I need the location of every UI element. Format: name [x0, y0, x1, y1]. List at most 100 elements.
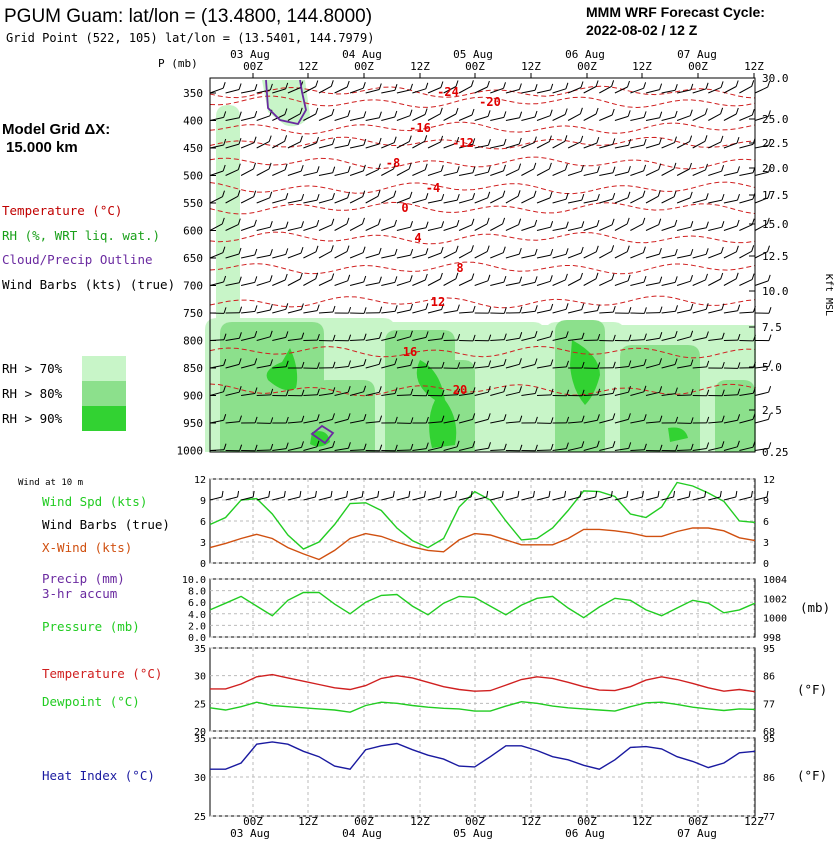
top-hour-label: 12Z: [521, 60, 541, 73]
bottom-date-label: 06 Aug: [565, 827, 605, 840]
grid-point-label: Grid Point (522, 105) lat/lon = (13.5401…: [6, 31, 374, 45]
temperature-contour-label: 16: [403, 345, 417, 359]
y-tick-label: 25: [194, 699, 206, 710]
top-hour-label: 12Z: [632, 60, 652, 73]
y2-tick-label: 95: [763, 644, 775, 655]
bottom-hour-label: 12Z: [521, 815, 541, 828]
y-tick-label: 12: [194, 475, 206, 486]
legend-temperature: Temperature (°C): [2, 203, 122, 218]
temperature-contour-label: -16: [409, 121, 431, 135]
y2-tick-label: 77: [763, 812, 775, 823]
barb-staff: [677, 395, 691, 396]
y-tick-label: 9: [200, 496, 206, 507]
legend-surface-barbs: Wind Barbs (true): [42, 517, 170, 532]
y-tick-label: 2.0: [188, 621, 206, 632]
barb-staff: [397, 450, 411, 451]
pressure-tick-label: 700: [183, 280, 203, 293]
pressure-tick-label: 450: [183, 142, 203, 155]
rh-scale-90-swatch: [82, 406, 126, 431]
temperature-contour-label: 4: [414, 231, 421, 245]
height-tick-label: 12.5: [762, 250, 789, 263]
legend-wind-barbs: Wind Barbs (kts) (true): [2, 277, 175, 292]
model-grid-value: 15.000 km: [6, 139, 78, 156]
y-tick-label: 6.0: [188, 598, 206, 609]
legend-temperature-sfc: Temperature (°C): [42, 666, 162, 681]
barb-staff: [584, 395, 598, 396]
temperature-contour-label: 12: [431, 295, 445, 309]
legend-wind-speed: Wind Spd (kts): [42, 494, 147, 509]
height-tick-label: 10.0: [762, 285, 789, 298]
y-tick-label: 0: [200, 559, 206, 570]
barb-staff: [755, 87, 768, 93]
legend-heat-index: Heat Index (°C): [42, 768, 155, 783]
top-hour-label: 12Z: [298, 60, 318, 73]
pressure-unit-label: (mb): [800, 600, 830, 615]
top-hour-label: 12Z: [744, 60, 764, 73]
barb-staff: [397, 395, 411, 396]
height-tick-label: 0.25: [762, 446, 789, 459]
wind-panel-label: Wind at 10 m: [18, 478, 83, 488]
barb-staff: [490, 450, 504, 451]
bottom-hour-label: 12Z: [410, 815, 430, 828]
rh-region: [715, 380, 755, 452]
y-tick-label: 30: [194, 773, 206, 784]
y2-tick-label: 86: [763, 773, 775, 784]
barb-staff: [755, 419, 769, 423]
page-title: PGUM Guam: lat/lon = (13.4800, 144.8000): [4, 6, 372, 27]
height-tick-label: 17.5: [762, 189, 789, 202]
y2-tick-label: 6: [763, 517, 769, 528]
y2-tick-label: 95: [763, 734, 775, 745]
temperature-contour-label: -4: [426, 181, 440, 195]
legend-cloud-precip: Cloud/Precip Outline: [2, 252, 153, 267]
top-date-label: 04 Aug: [342, 48, 382, 61]
cross-section-panel: P (mb) 350400450500550600650700750800850…: [158, 57, 834, 459]
bottom-date-label: 03 Aug: [230, 827, 270, 840]
y-tick-label: 30: [194, 672, 206, 683]
bottom-date-label: 05 Aug: [453, 827, 493, 840]
rh-scale-70-label: RH > 70%: [2, 361, 63, 376]
top-date-label: 07 Aug: [677, 48, 717, 61]
pressure-tick-label: 550: [183, 197, 203, 210]
bottom-hour-label: 12Z: [744, 815, 764, 828]
height-tick-label: 2.5: [762, 404, 782, 417]
bottom-date-label: 07 Aug: [677, 827, 717, 840]
pressure-tick-label: 600: [183, 225, 203, 238]
temperature-contour-label: 8: [456, 261, 463, 275]
top-hour-label: 00Z: [465, 60, 485, 73]
legend-precip-accum: 3-hr accum: [42, 586, 117, 601]
barb-staff: [303, 395, 317, 396]
temperature-contour-label: -24: [437, 85, 459, 99]
barb-flag: [769, 335, 771, 341]
y2-tick-label: 86: [763, 672, 775, 683]
y-tick-label: 3: [200, 538, 206, 549]
pressure-tick-label: 500: [183, 170, 203, 183]
barb-staff: [630, 450, 644, 451]
bottom-hour-label: 12Z: [298, 815, 318, 828]
top-hour-label: 12Z: [410, 60, 430, 73]
pressure-tick-label: 350: [183, 87, 203, 100]
barb-staff: [537, 450, 551, 451]
barb-staff: [677, 450, 691, 451]
wind-barb: [755, 307, 771, 313]
height-axis-label: Kft MSL: [823, 274, 834, 316]
top-hour-label: 00Z: [577, 60, 597, 73]
height-tick-label: 20.0: [762, 162, 789, 175]
barb-staff: [537, 395, 551, 396]
barb-staff: [257, 395, 271, 396]
temperature-contour-label: -12: [452, 136, 474, 150]
legend-x-wind: X-Wind (kts): [42, 540, 132, 555]
y2-tick-label: 1004: [763, 575, 787, 586]
y-tick-label: 10.0: [182, 575, 206, 586]
height-tick-label: 22.5: [762, 137, 789, 150]
barb-staff: [755, 392, 769, 395]
pressure-tick-label: 400: [183, 115, 203, 128]
pressure-tick-label: 900: [183, 390, 203, 403]
rh-scale-70-swatch: [82, 356, 126, 381]
rh-region: [620, 345, 700, 452]
top-date-label: 03 Aug: [230, 48, 270, 61]
